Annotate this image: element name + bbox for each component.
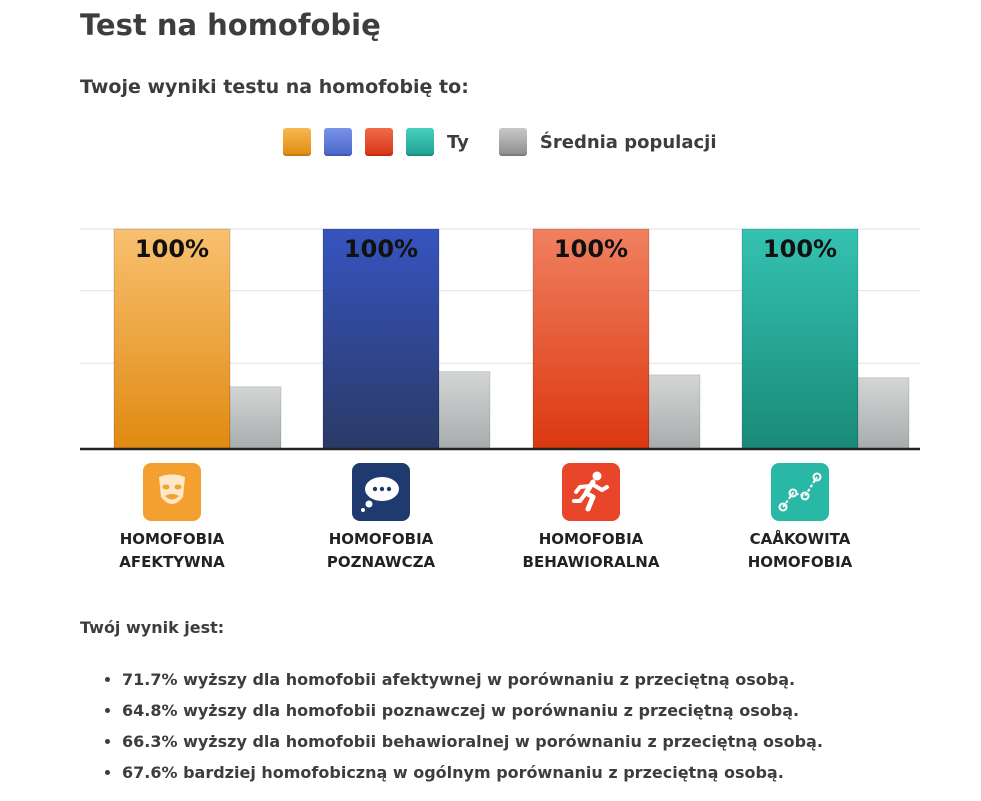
category-label-poznawcza: HOMOFOBIA POZNAWCZA	[301, 528, 461, 574]
category-label-line: CAÅKOWITA	[749, 530, 851, 548]
legend-swatch-orange	[283, 128, 311, 156]
legend-swatch-gray	[498, 128, 527, 156]
bar-population-1	[229, 386, 282, 450]
category-label-line: HOMOFOBIA	[119, 530, 225, 548]
data-label-you-2: 100%	[344, 235, 418, 263]
bar-population-4	[857, 377, 910, 450]
list-item: 71.7% wyższy dla homofobii afektywnej w …	[122, 664, 823, 695]
data-label-you-3: 100%	[554, 235, 628, 263]
bar-population-3	[648, 374, 701, 450]
line-graph-icon	[771, 463, 829, 521]
legend-swatch-blue	[324, 128, 352, 156]
legend-label-you: Ty	[447, 131, 469, 153]
legend-swatch-teal	[406, 128, 434, 156]
category-label-line: AFEKTYWNA	[119, 553, 225, 571]
theater-mask-icon	[143, 463, 201, 521]
chart-bars	[80, 228, 920, 451]
data-label-you-1: 100%	[135, 235, 209, 263]
category-label-line: HOMOFOBIA	[328, 530, 434, 548]
category-label-calkowita: CAÅKOWITA HOMOFOBIA	[720, 528, 880, 574]
bar-you-1	[113, 228, 231, 450]
legend-swatch-red	[365, 128, 393, 156]
category-label-line: HOMOFOBIA	[747, 553, 853, 571]
category-label-line: HOMOFOBIA	[538, 530, 644, 548]
bar-you-4	[741, 228, 859, 450]
list-item: 66.3% wyższy dla homofobii behawioralnej…	[122, 726, 823, 757]
results-heading: Twój wynik jest:	[80, 618, 225, 637]
list-item: 64.8% wyższy dla homofobii poznawczej w …	[122, 695, 823, 726]
chart-legend: Ty Średnia populacji	[283, 127, 743, 157]
page-title: Test na homofobię	[80, 8, 381, 42]
chart-subtitle: Twoje wyniki testu na homofobię to:	[80, 76, 469, 98]
bar-population-2	[438, 371, 491, 450]
running-person-icon	[562, 463, 620, 521]
thought-bubble-icon	[352, 463, 410, 521]
chart-data-labels: 100% 100% 100% 100%	[135, 235, 837, 263]
category-label-line: POZNAWCZA	[326, 553, 436, 571]
category-label-line: BEHAWIORALNA	[522, 553, 660, 571]
legend-label-population: Średnia populacji	[539, 131, 717, 153]
results-list: 71.7% wyższy dla homofobii afektywnej w …	[104, 664, 823, 788]
category-label-behawioralna: HOMOFOBIA BEHAWIORALNA	[511, 528, 671, 574]
list-item: 67.6% bardziej homofobiczną w ogólnym po…	[122, 757, 823, 788]
category-label-afektywna: HOMOFOBIA AFEKTYWNA	[92, 528, 252, 574]
bar-you-3	[532, 228, 650, 450]
data-label-you-4: 100%	[763, 235, 837, 263]
